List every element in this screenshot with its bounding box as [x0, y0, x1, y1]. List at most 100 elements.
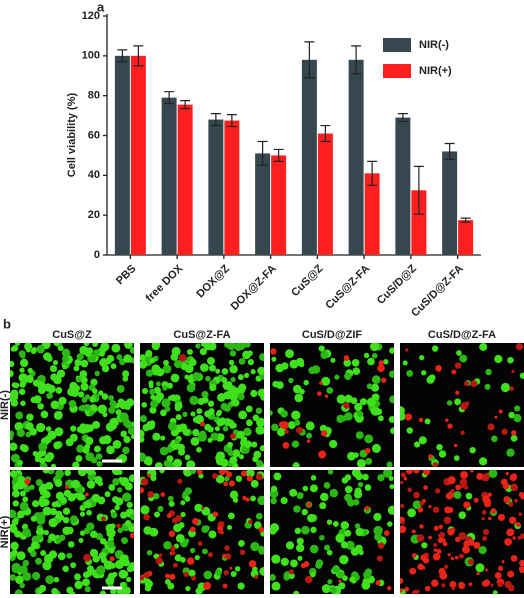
- cell: [443, 516, 452, 524]
- cell: [518, 491, 524, 498]
- cell: [54, 427, 64, 437]
- cell: [20, 353, 26, 359]
- cell: [10, 525, 18, 534]
- cell: [170, 545, 176, 552]
- cell: [116, 470, 123, 475]
- cell: [433, 542, 438, 547]
- cell: [112, 440, 122, 449]
- cell: [122, 446, 130, 455]
- cell: [92, 343, 99, 348]
- cell: [165, 461, 173, 467]
- cell: [248, 519, 253, 525]
- cell: [167, 582, 175, 590]
- cell: [49, 365, 58, 373]
- cell: [270, 527, 277, 535]
- cell: [238, 410, 248, 420]
- cell: [509, 516, 517, 524]
- cell: [271, 423, 279, 432]
- cell: [77, 470, 87, 477]
- cell: [99, 351, 105, 357]
- cell: [76, 353, 84, 361]
- cell: [124, 482, 133, 491]
- cell: [74, 358, 82, 367]
- cell: [125, 576, 132, 583]
- cell: [53, 441, 62, 450]
- error-bar: [226, 113, 237, 128]
- cell: [278, 421, 285, 428]
- legend-swatch: [383, 38, 411, 52]
- cell: [173, 523, 182, 533]
- cell: [96, 460, 103, 467]
- cell: [238, 357, 246, 365]
- cell: [275, 381, 284, 390]
- cell: [13, 382, 20, 389]
- legend-label: NIR(+): [419, 65, 452, 77]
- cell: [291, 440, 300, 448]
- cell: [406, 470, 413, 475]
- cell: [108, 406, 116, 414]
- cell: [509, 473, 517, 482]
- cell: [421, 370, 427, 376]
- cell: [291, 410, 301, 420]
- cell: [229, 456, 238, 465]
- cell: [111, 343, 121, 353]
- cell: [171, 551, 176, 556]
- cell: [351, 358, 360, 367]
- cell: [147, 473, 151, 478]
- cell: [338, 579, 342, 583]
- cell: [78, 391, 85, 398]
- cell: [141, 387, 149, 395]
- cell: [19, 443, 28, 452]
- cell: [125, 398, 134, 407]
- cell: [411, 589, 419, 594]
- cell: [403, 476, 408, 481]
- micrograph-cells: [270, 470, 394, 594]
- cell: [306, 502, 312, 508]
- cell: [459, 354, 468, 363]
- cell: [465, 492, 473, 500]
- cell: [387, 521, 393, 527]
- cell: [140, 487, 145, 494]
- cell: [293, 590, 300, 594]
- cell: [373, 525, 383, 536]
- error-bar: [210, 112, 221, 127]
- cell: [201, 390, 209, 399]
- cell: [62, 507, 71, 515]
- cell: [423, 470, 431, 476]
- cell: [407, 508, 417, 518]
- cell: [144, 579, 153, 589]
- cell: [245, 405, 253, 413]
- cell: [507, 356, 514, 364]
- cell: [456, 350, 462, 356]
- cell: [320, 430, 328, 437]
- cell: [172, 562, 178, 568]
- cell: [30, 515, 37, 522]
- cell: [43, 529, 49, 536]
- cell: [27, 367, 33, 374]
- cell: [364, 447, 371, 454]
- cell: [101, 364, 110, 373]
- cell: [326, 387, 334, 394]
- cell: [19, 582, 25, 589]
- cell: [519, 559, 524, 567]
- x-tick-label: DOX@Z-FA: [229, 263, 279, 313]
- cell: [79, 511, 86, 517]
- cell: [155, 557, 163, 565]
- cell: [90, 378, 98, 386]
- cell: [454, 398, 462, 406]
- cell: [36, 345, 45, 354]
- cell: [270, 497, 277, 505]
- cell: [329, 439, 338, 449]
- cell: [433, 548, 438, 552]
- cell: [31, 346, 38, 353]
- cell: [485, 472, 489, 476]
- cell: [114, 559, 125, 569]
- cell: [42, 506, 52, 516]
- cell: [55, 387, 63, 394]
- cell: [467, 539, 475, 546]
- cell: [438, 524, 443, 529]
- cell: [145, 369, 154, 377]
- cell: [246, 475, 253, 482]
- cell: [10, 433, 14, 441]
